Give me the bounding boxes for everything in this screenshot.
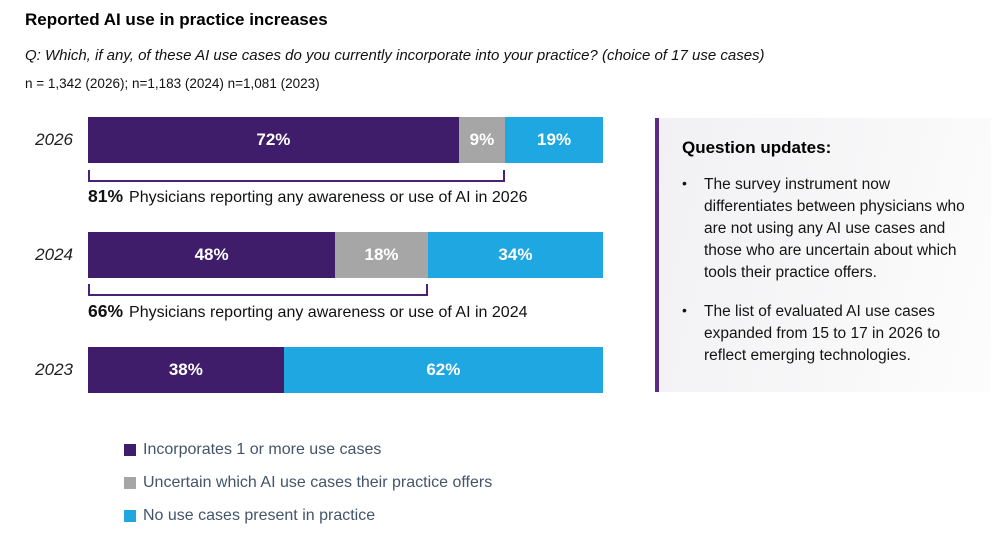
year-label-2024: 2024 [35,245,73,264]
bar-segment-incorporates: 72% [88,117,459,163]
segment-value: 72% [256,130,291,149]
segment-value: 9% [469,130,495,149]
bar-segment-none: 19% [505,117,603,163]
sample-size-note: n = 1,342 (2026); n=1,183 (2024) n=1,081… [25,76,320,91]
question-updates-panel: Question updates: • The survey instrumen… [655,118,991,392]
legend-swatch-purple-icon [124,443,136,456]
stacked-bar-2024: 48% 18% 34% [88,232,603,278]
legend-label: Uncertain which AI use cases their pract… [143,473,493,491]
bar-segment-uncertain: 9% [458,117,506,163]
bullet-text: The survey instrument now differentiates… [704,176,965,281]
awareness-note-2026: 81% Physicians reporting any awareness or… [88,186,527,207]
legend-label: Incorporates 1 or more use cases [143,440,382,458]
bar-row-2024: 2024 48% 18% 34% [0,232,603,278]
bar-row-2023: 2023 38% 62% [0,347,603,393]
awareness-bracket-2024 [88,284,428,296]
legend-item-none: No use cases present in practice [124,499,492,532]
stacked-bar-2023: 38% 62% [88,347,603,393]
bar-segment-uncertain: 18% [335,232,428,278]
year-label-2026: 2026 [35,130,73,149]
legend-swatch-blue-icon [124,509,136,522]
segment-value: 19% [537,130,572,149]
bar-segment-incorporates: 38% [88,347,284,393]
bar-segment-none: 34% [427,232,603,278]
stacked-bar-2026: 72% 9% 19% [88,117,603,163]
panel-bullet-2: • The list of evaluated AI use cases exp… [682,301,977,367]
segment-value: 18% [364,245,399,264]
awareness-value: 81% [88,186,124,206]
page-title: Reported AI use in practice increases [25,10,328,29]
survey-question: Q: Which, if any, of these AI use cases … [25,47,765,64]
bullet-icon: • [682,302,687,318]
year-label-2023: 2023 [35,360,73,379]
awareness-note-2024: 66% Physicians reporting any awareness or… [88,301,527,322]
panel-bullet-1: • The survey instrument now differentiat… [682,174,977,284]
legend-swatch-gray-icon [124,476,136,489]
segment-value: 62% [426,360,461,379]
legend-label: No use cases present in practice [143,506,376,524]
bar-segment-none: 62% [283,347,603,393]
bar-row-2026: 2026 72% 9% 19% [0,117,603,163]
legend-item-uncertain: Uncertain which AI use cases their pract… [124,466,492,499]
bar-segment-incorporates: 48% [88,232,336,278]
awareness-value: 66% [88,301,124,321]
segment-value: 34% [498,245,533,264]
legend: Incorporates 1 or more use cases Uncerta… [124,433,492,532]
panel-heading: Question updates: [682,138,832,157]
bullet-text: The list of evaluated AI use cases expan… [704,303,941,364]
awareness-text: Physicians reporting any awareness or us… [129,304,528,321]
segment-value: 48% [194,245,229,264]
bullet-icon: • [682,175,687,191]
awareness-text: Physicians reporting any awareness or us… [129,189,528,206]
segment-value: 38% [168,360,203,379]
awareness-bracket-2026 [88,170,506,182]
legend-item-incorporates: Incorporates 1 or more use cases [124,433,492,466]
